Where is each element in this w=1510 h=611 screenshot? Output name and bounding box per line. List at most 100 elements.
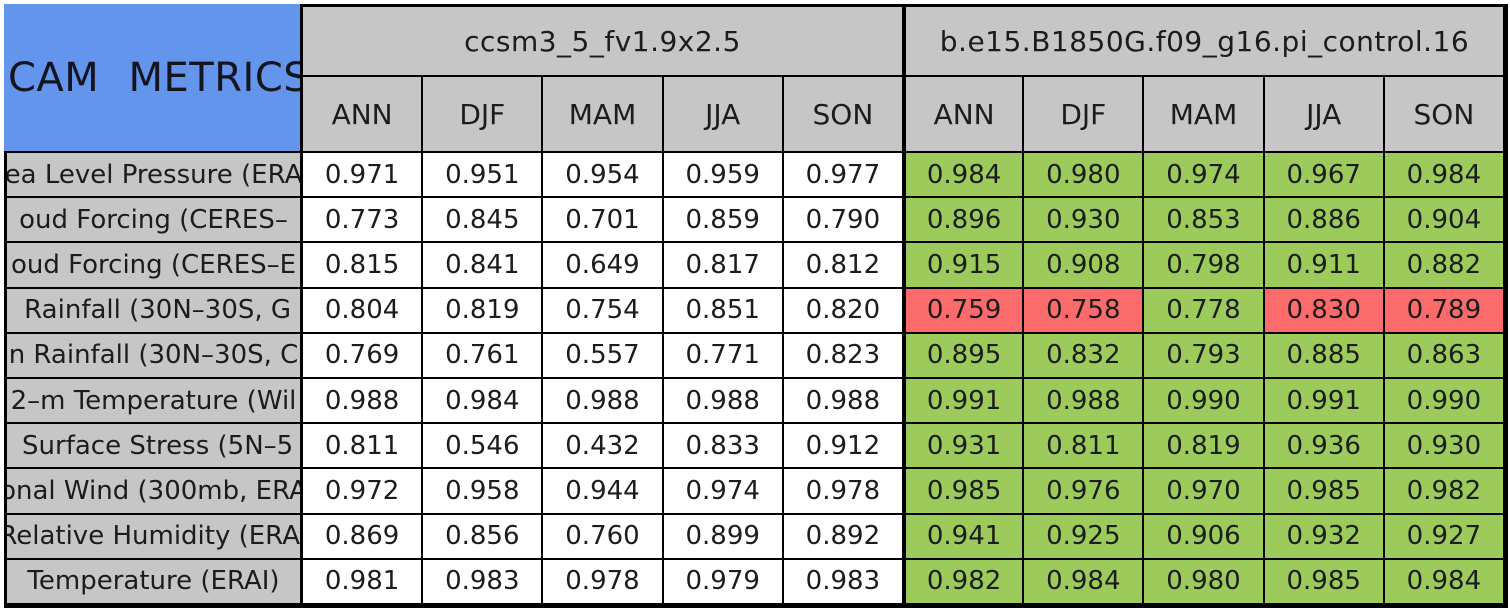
metric-label: Temperature (ERAI): [7, 559, 303, 605]
metric-value-cell: 0.759: [903, 288, 1025, 334]
metric-value-cell: 0.908: [1024, 243, 1145, 289]
metric-value-cell: 0.546: [423, 424, 544, 470]
metric-value-cell: 0.931: [903, 424, 1025, 470]
metric-value-cell: 0.927: [1384, 514, 1505, 560]
metric-value-cell: 0.820: [783, 288, 904, 334]
season-header-mam: MAM: [543, 77, 664, 153]
metric-value-cell: 0.970: [1144, 469, 1265, 515]
metric-value-cell: 0.815: [303, 243, 424, 289]
metric-value-cell: 0.804: [303, 288, 424, 334]
metric-value-cell: 0.892: [783, 514, 904, 560]
metric-value-cell: 0.432: [543, 424, 664, 470]
metric-value-cell: 0.832: [1024, 333, 1145, 379]
metric-value-cell: 0.971: [303, 153, 424, 199]
metric-value-cell: 0.817: [663, 243, 784, 289]
metric-value-cell: 0.974: [1144, 153, 1265, 199]
metric-value-cell: 0.991: [903, 379, 1025, 425]
metric-value-cell: 0.899: [663, 514, 784, 560]
season-header-jja: JJA: [1264, 77, 1385, 153]
season-header-jja: JJA: [663, 77, 784, 153]
model-name-header-be15: b.e15.B1850G.f09_g16.pi_control.16: [903, 7, 1505, 77]
metric-value-cell: 0.885: [1264, 333, 1385, 379]
metric-value-cell: 0.833: [663, 424, 784, 470]
season-header-son: SON: [1384, 77, 1505, 153]
metric-value-cell: 0.853: [1144, 198, 1265, 244]
metric-label: Rainfall (30N–30S, G: [7, 288, 303, 334]
metric-value-cell: 0.980: [1024, 153, 1145, 199]
metric-value-cell: 0.790: [783, 198, 904, 244]
metric-value-cell: 0.990: [1384, 379, 1505, 425]
metric-value-cell: 0.896: [903, 198, 1025, 244]
metric-value-cell: 0.941: [903, 514, 1025, 560]
metric-value-cell: 0.958: [423, 469, 544, 515]
metric-value-cell: 0.760: [543, 514, 664, 560]
metric-value-cell: 0.988: [303, 379, 424, 425]
metric-value-cell: 0.985: [1264, 469, 1385, 515]
metric-value-cell: 0.856: [423, 514, 544, 560]
metric-value-cell: 0.930: [1384, 424, 1505, 470]
metric-value-cell: 0.985: [1264, 559, 1385, 605]
metric-value-cell: 0.819: [423, 288, 544, 334]
metric-value-cell: 0.972: [303, 469, 424, 515]
metric-value-cell: 0.944: [543, 469, 664, 515]
season-header-djf: DJF: [1024, 77, 1145, 153]
metric-value-cell: 0.912: [783, 424, 904, 470]
metric-value-cell: 0.979: [663, 559, 784, 605]
metric-value-cell: 0.701: [543, 198, 664, 244]
season-header-ann: ANN: [903, 77, 1025, 153]
metric-value-cell: 0.811: [303, 424, 424, 470]
metric-value-cell: 0.819: [1144, 424, 1265, 470]
metric-value-cell: 0.951: [423, 153, 544, 199]
metric-value-cell: 0.988: [783, 379, 904, 425]
metric-value-cell: 0.798: [1144, 243, 1265, 289]
metric-value-cell: 0.823: [783, 333, 904, 379]
metric-value-cell: 0.773: [303, 198, 424, 244]
metric-label: Surface Stress (5N–5: [7, 424, 303, 470]
metric-value-cell: 0.649: [543, 243, 664, 289]
metric-label: Relative Humidity (ERAI: [7, 514, 303, 560]
metric-value-cell: 0.983: [783, 559, 904, 605]
metric-value-cell: 0.771: [663, 333, 784, 379]
metric-value-cell: 0.982: [1384, 469, 1505, 515]
metric-value-cell: 0.863: [1384, 333, 1505, 379]
metric-value-cell: 0.936: [1264, 424, 1385, 470]
metric-value-cell: 0.954: [543, 153, 664, 199]
metric-value-cell: 0.983: [423, 559, 544, 605]
metric-value-cell: 0.761: [423, 333, 544, 379]
metric-value-cell: 0.959: [663, 153, 784, 199]
metric-value-cell: 0.841: [423, 243, 544, 289]
metric-value-cell: 0.988: [663, 379, 784, 425]
metric-value-cell: 0.778: [1144, 288, 1265, 334]
metric-value-cell: 0.811: [1024, 424, 1145, 470]
metric-value-cell: 0.869: [303, 514, 424, 560]
metric-value-cell: 0.974: [663, 469, 784, 515]
metric-value-cell: 0.981: [303, 559, 424, 605]
table-title: CAM METRICS: [4, 4, 303, 153]
metric-value-cell: 0.982: [903, 559, 1025, 605]
metric-value-cell: 0.990: [1144, 379, 1265, 425]
metric-value-cell: 0.789: [1384, 288, 1505, 334]
metric-value-cell: 0.984: [1384, 559, 1505, 605]
metric-value-cell: 0.906: [1144, 514, 1265, 560]
metric-value-cell: 0.988: [1024, 379, 1145, 425]
metric-value-cell: 0.882: [1384, 243, 1505, 289]
metric-value-cell: 0.985: [903, 469, 1025, 515]
metric-value-cell: 0.830: [1264, 288, 1385, 334]
metric-label: onal Wind (300mb, ERA: [7, 469, 303, 515]
metric-value-cell: 0.845: [423, 198, 544, 244]
metric-value-cell: 0.976: [1024, 469, 1145, 515]
metric-value-cell: 0.984: [1024, 559, 1145, 605]
metric-value-cell: 0.977: [783, 153, 904, 199]
metric-label: 2–m Temperature (Wil: [7, 379, 303, 425]
metric-value-cell: 0.859: [663, 198, 784, 244]
metric-value-cell: 0.812: [783, 243, 904, 289]
metric-value-cell: 0.904: [1384, 198, 1505, 244]
metric-value-cell: 0.984: [903, 153, 1025, 199]
season-header-djf: DJF: [423, 77, 544, 153]
metric-value-cell: 0.978: [783, 469, 904, 515]
metric-value-cell: 0.980: [1144, 559, 1265, 605]
season-header-ann: ANN: [303, 77, 424, 153]
season-header-son: SON: [783, 77, 904, 153]
metric-label: ea Level Pressure (ERA: [7, 153, 303, 199]
